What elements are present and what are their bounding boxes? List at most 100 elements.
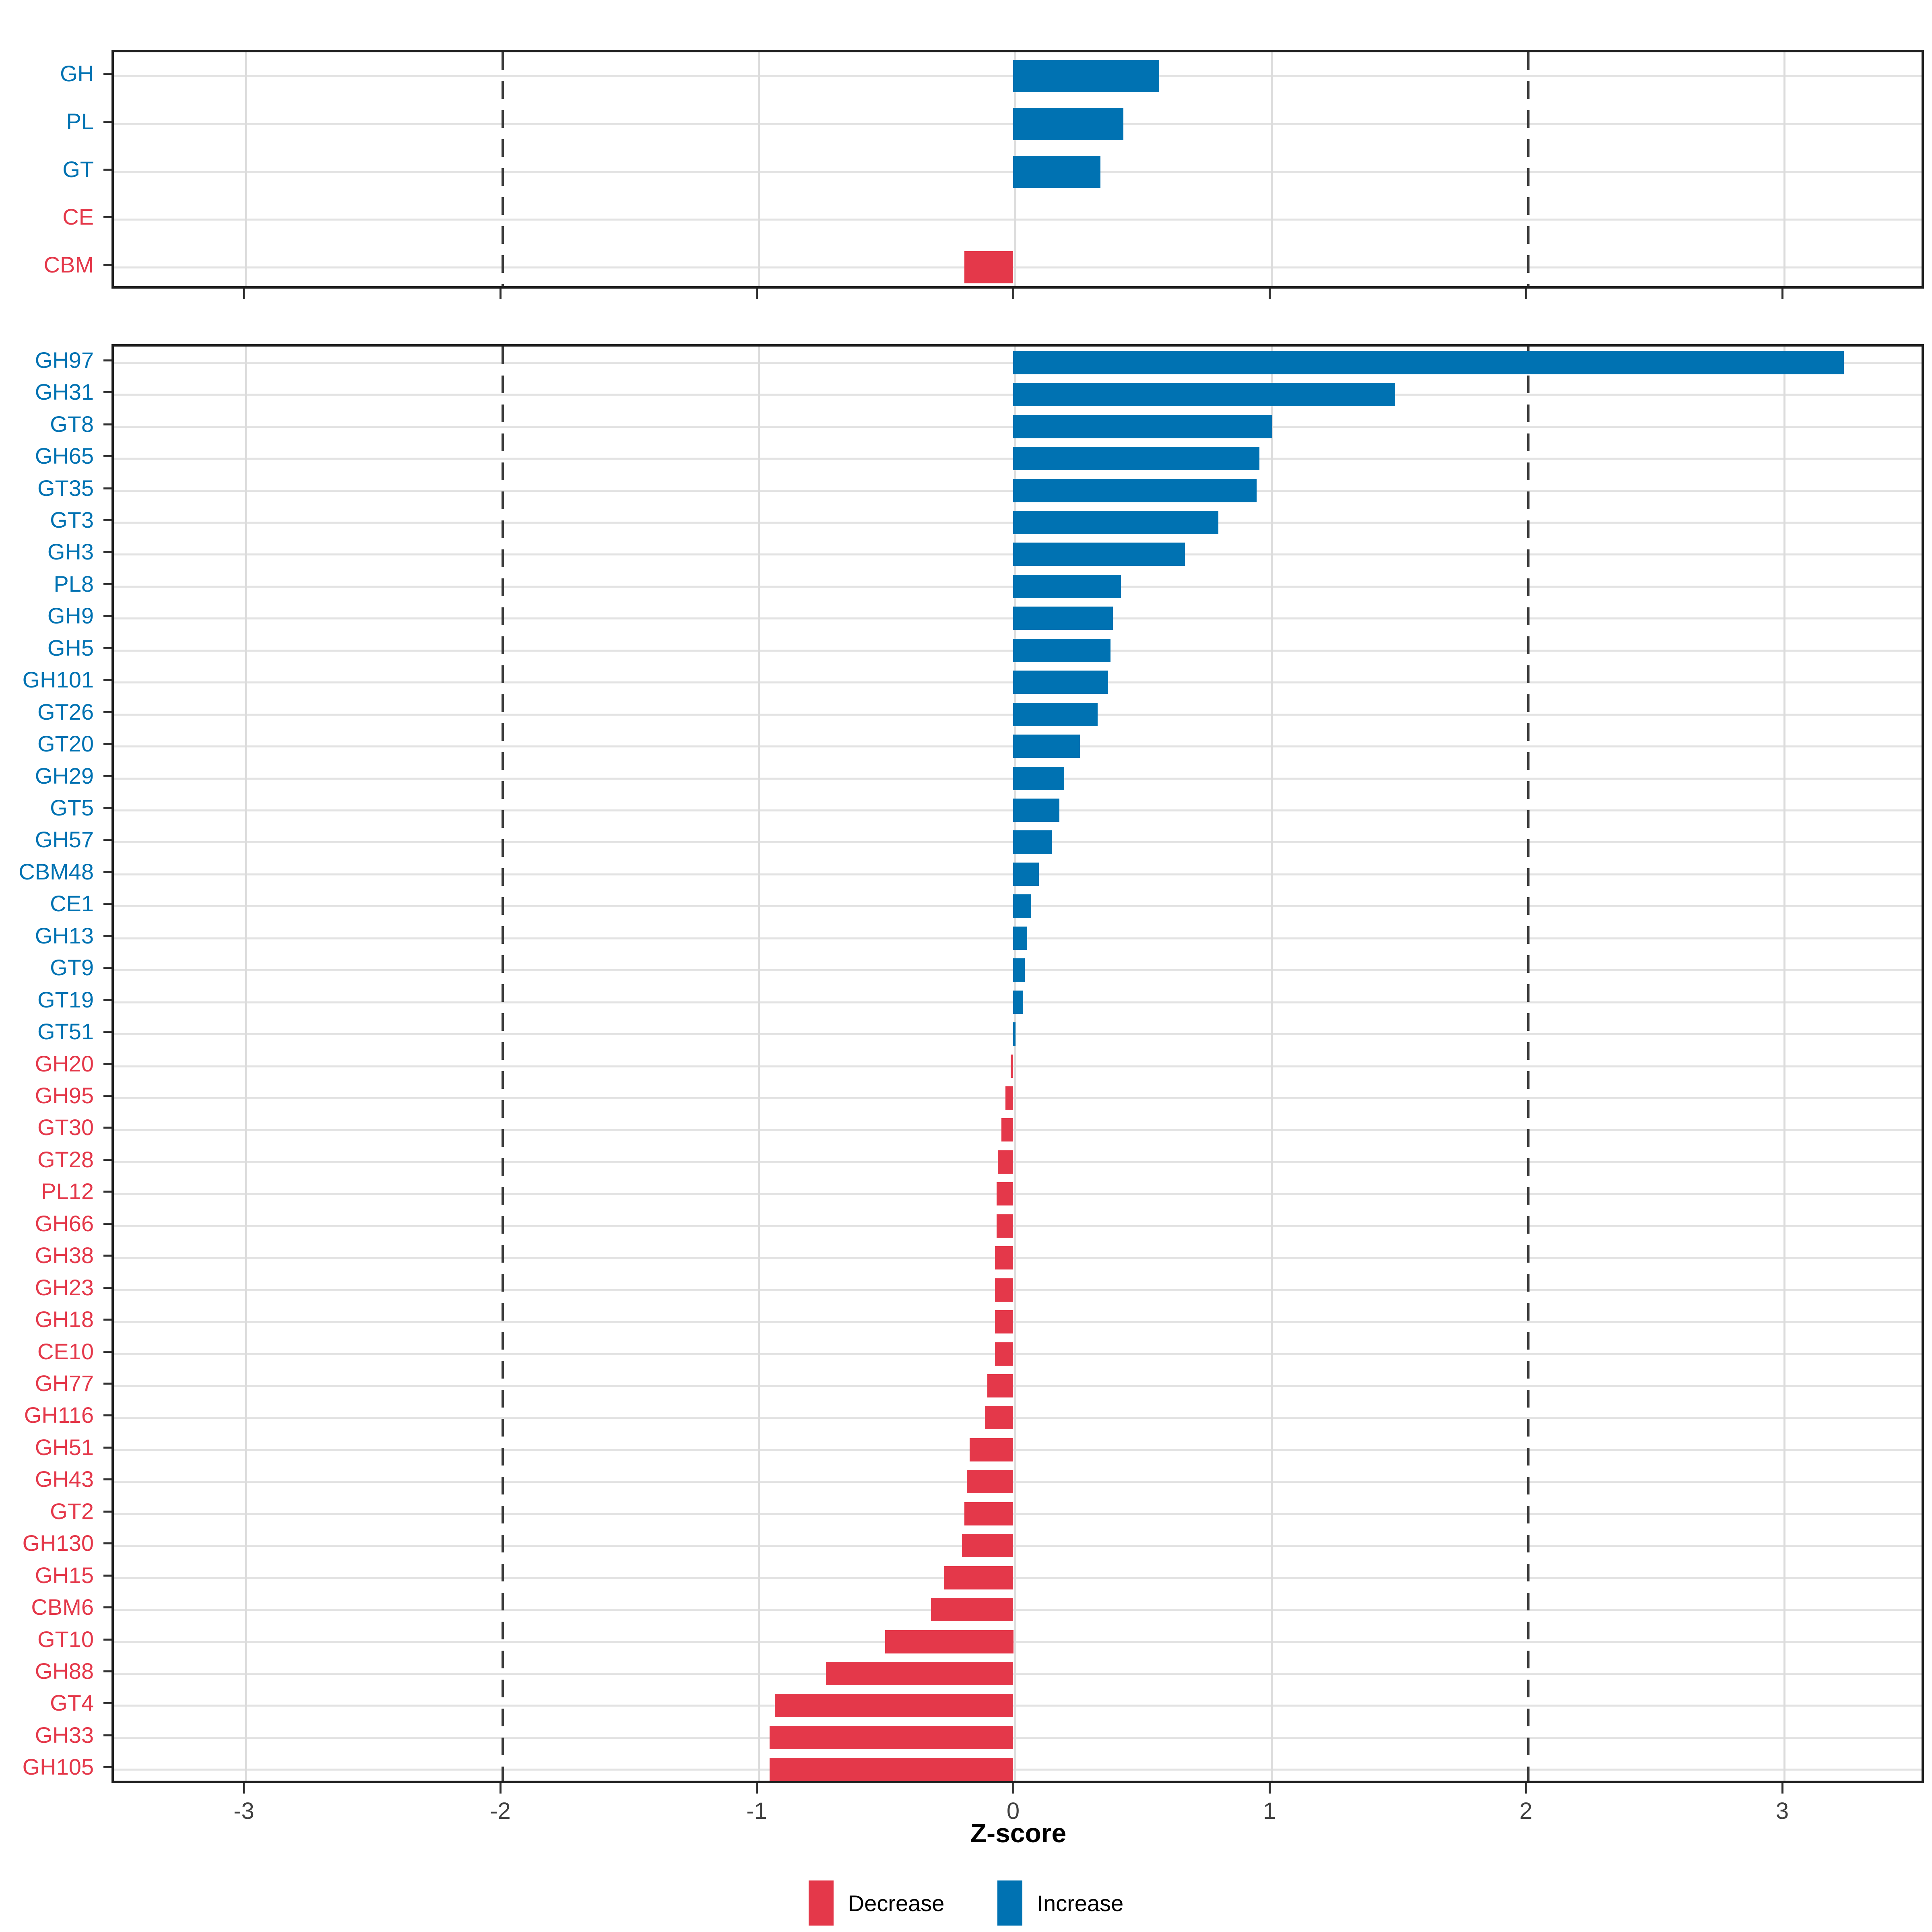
- row-gridline: [114, 1193, 1922, 1195]
- gridline: [1783, 347, 1785, 1781]
- x-tick-label: 0: [1006, 1798, 1020, 1824]
- y-tick: [103, 999, 111, 1001]
- y-tick: [103, 423, 111, 425]
- bar-GH23: [995, 1278, 1013, 1302]
- dashed-gridline: [502, 347, 504, 1781]
- x-tick: [243, 1783, 245, 1794]
- row-gridline: [114, 1353, 1922, 1355]
- bar-GH65: [1013, 447, 1259, 470]
- bar-GH9: [1013, 607, 1113, 630]
- category-label-GH43: GH43: [35, 1466, 94, 1492]
- category-label-GT30: GT30: [37, 1115, 94, 1140]
- gridline: [1271, 347, 1273, 1781]
- bar-PL8: [1013, 575, 1121, 598]
- bar-GT8: [1013, 415, 1272, 438]
- row-gridline: [114, 1257, 1922, 1259]
- category-label-GH23: GH23: [35, 1275, 94, 1300]
- category-label-CE10: CE10: [37, 1339, 94, 1364]
- bar-GT5: [1013, 799, 1059, 822]
- category-label-GH101: GH101: [22, 667, 94, 692]
- y-tick: [103, 264, 111, 266]
- row-gridline: [114, 1481, 1922, 1483]
- dashed-gridline: [1527, 347, 1530, 1781]
- category-label-GT: GT: [62, 157, 94, 182]
- bar-GT20: [1013, 735, 1080, 758]
- row-gridline: [114, 1129, 1922, 1131]
- category-label-GT9: GT9: [50, 955, 94, 980]
- y-tick: [103, 903, 111, 905]
- category-label-GH9: GH9: [47, 603, 94, 628]
- panel-cazyme-classes: [111, 50, 1924, 289]
- category-label-GH15: GH15: [35, 1563, 94, 1588]
- y-tick: [103, 1127, 111, 1129]
- category-label-GH51: GH51: [35, 1435, 94, 1460]
- y-tick: [103, 1575, 111, 1577]
- bar-GH77: [987, 1374, 1013, 1397]
- y-tick: [103, 73, 111, 75]
- category-label-GH130: GH130: [22, 1530, 94, 1556]
- category-label-GH95: GH95: [35, 1083, 94, 1108]
- y-tick: [103, 1383, 111, 1385]
- y-tick: [103, 1542, 111, 1544]
- row-gridline: [114, 1577, 1922, 1579]
- y-tick: [103, 487, 111, 489]
- y-tick: [103, 935, 111, 937]
- category-label-GH5: GH5: [47, 635, 94, 661]
- row-gridline: [114, 1769, 1922, 1771]
- y-tick: [103, 169, 111, 171]
- row-gridline: [114, 1513, 1922, 1515]
- category-label-GT4: GT4: [50, 1690, 94, 1715]
- x-tick: [1012, 289, 1014, 299]
- y-tick: [103, 871, 111, 873]
- category-label-GH57: GH57: [35, 827, 94, 852]
- x-tick: [1269, 289, 1271, 299]
- row-gridline: [114, 1161, 1922, 1163]
- y-tick: [103, 391, 111, 393]
- row-gridline: [114, 1673, 1922, 1675]
- y-tick: [103, 775, 111, 777]
- bar-GH3: [1013, 543, 1185, 566]
- y-tick: [103, 1414, 111, 1416]
- y-tick: [103, 1223, 111, 1225]
- legend-label-decrease: Decrease: [848, 1890, 945, 1916]
- legend-label-increase: Increase: [1037, 1890, 1124, 1916]
- category-label-GH65: GH65: [35, 443, 94, 469]
- row-gridline: [114, 1705, 1922, 1707]
- bar-GH43: [967, 1470, 1013, 1493]
- bar-GH: [1013, 60, 1159, 92]
- y-tick: [103, 679, 111, 681]
- bar-GT30: [1001, 1118, 1013, 1141]
- row-gridline: [114, 219, 1922, 221]
- bar-GT3: [1013, 511, 1218, 534]
- row-gridline: [114, 1097, 1922, 1099]
- category-label-CBM48: CBM48: [19, 859, 94, 884]
- x-tick: [756, 289, 758, 299]
- category-label-GT35: GT35: [37, 475, 94, 501]
- row-gridline: [114, 1737, 1922, 1739]
- row-gridline: [114, 1289, 1922, 1291]
- category-label-GH88: GH88: [35, 1658, 94, 1684]
- y-tick: [103, 1319, 111, 1321]
- y-tick: [103, 1766, 111, 1768]
- bar-CBM6: [931, 1598, 1013, 1621]
- x-tick-label: -3: [233, 1798, 254, 1824]
- category-label-GH38: GH38: [35, 1243, 94, 1268]
- gridline: [245, 347, 247, 1781]
- bar-GH5: [1013, 639, 1110, 662]
- row-gridline: [114, 1065, 1922, 1067]
- y-tick: [103, 1606, 111, 1608]
- x-tick: [243, 289, 245, 299]
- x-tick: [1781, 289, 1783, 299]
- x-tick: [1269, 1783, 1271, 1794]
- bar-GH29: [1013, 767, 1064, 790]
- bar-CE10: [995, 1342, 1013, 1366]
- y-tick: [103, 711, 111, 713]
- category-label-GH13: GH13: [35, 923, 94, 948]
- x-tick-label: 1: [1263, 1798, 1276, 1824]
- category-label-CE: CE: [62, 204, 94, 229]
- x-tick: [1525, 1783, 1527, 1794]
- bar-GH130: [962, 1534, 1013, 1557]
- bar-GH95: [1005, 1086, 1013, 1110]
- y-tick: [103, 1031, 111, 1033]
